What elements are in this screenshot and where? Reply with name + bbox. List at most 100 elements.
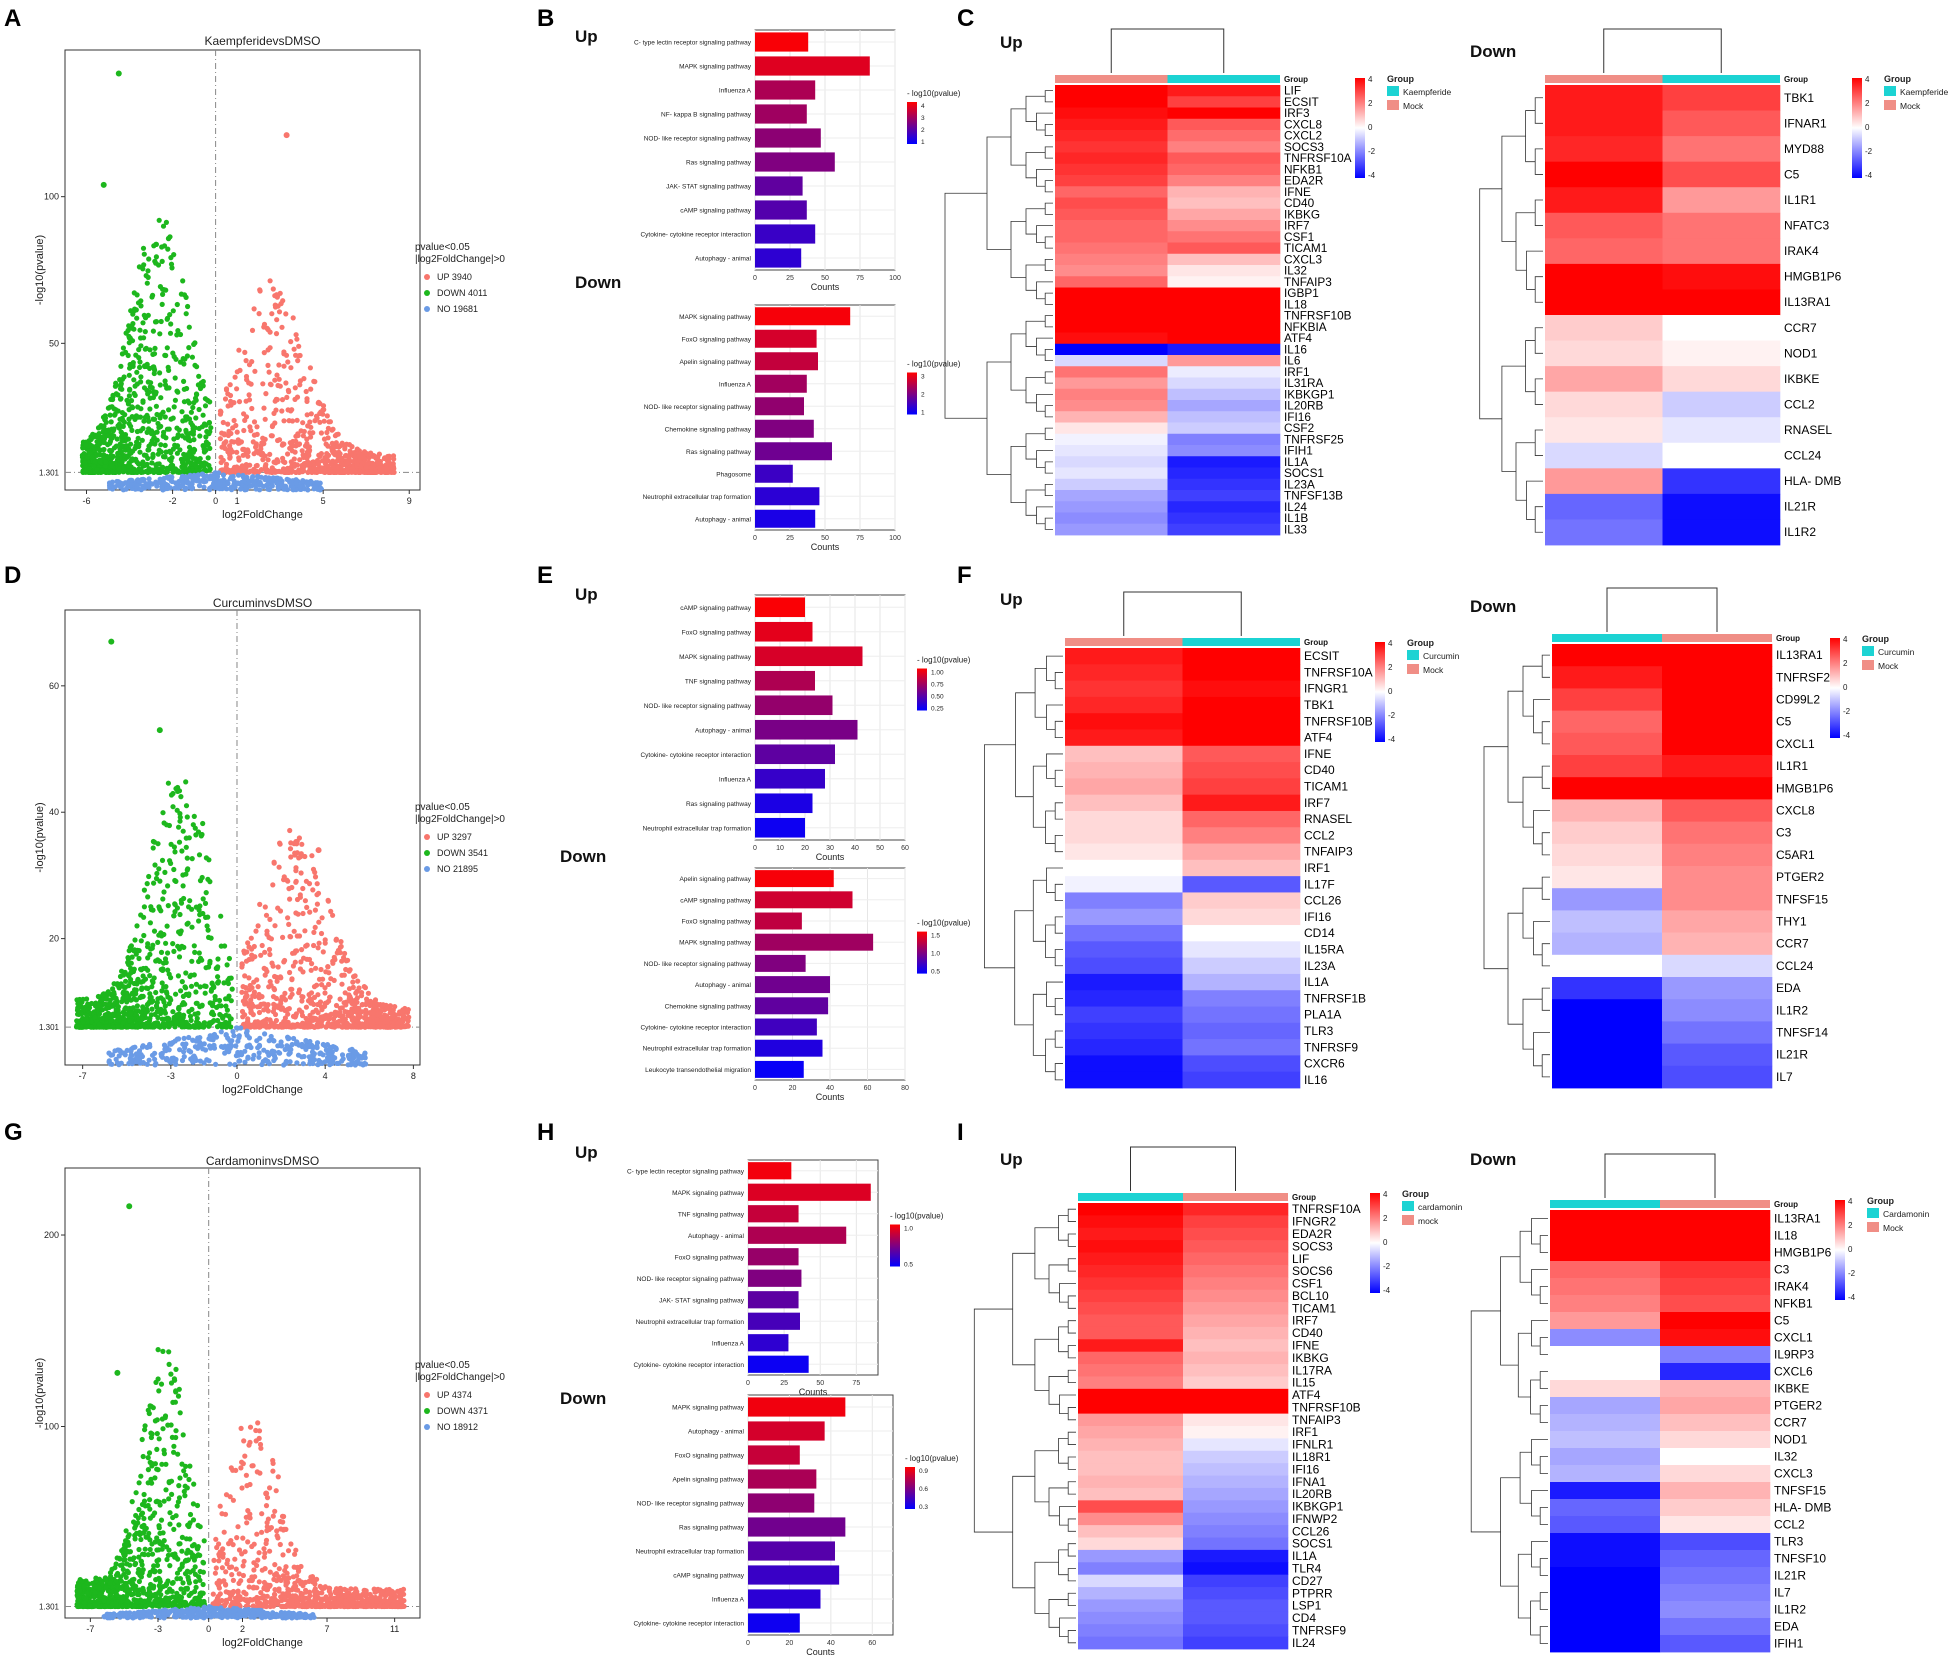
down-point	[131, 980, 137, 987]
down-point	[128, 965, 134, 972]
down-point	[173, 1366, 179, 1372]
up-point	[297, 352, 303, 359]
no-point	[237, 1058, 243, 1064]
down-point	[149, 438, 155, 444]
up-point	[225, 432, 231, 439]
up-point	[233, 422, 239, 429]
no-point	[241, 478, 247, 484]
no-point	[186, 1034, 192, 1041]
down-point	[165, 364, 171, 370]
down-point	[178, 900, 185, 906]
up-point	[330, 458, 336, 464]
down-point	[75, 1603, 81, 1609]
no-point	[146, 476, 152, 482]
down-point	[157, 331, 163, 337]
up-point	[311, 378, 317, 384]
up-point	[249, 327, 256, 333]
up-point	[333, 936, 339, 942]
down-point	[155, 939, 161, 946]
up-point	[294, 394, 301, 400]
up-point	[242, 464, 248, 470]
down-point	[215, 1017, 221, 1024]
down-point	[191, 943, 197, 949]
no-point	[320, 1041, 326, 1048]
down-point	[138, 467, 144, 473]
down-point	[157, 1530, 163, 1536]
down-point	[160, 291, 166, 297]
up-point	[311, 929, 317, 936]
down-point	[136, 1546, 142, 1553]
up-point	[288, 469, 295, 475]
no-point	[192, 1055, 198, 1061]
down-point	[140, 1016, 146, 1022]
down-point	[150, 328, 156, 334]
down-point	[188, 409, 194, 415]
down-point	[161, 1498, 167, 1504]
down-point	[134, 315, 140, 321]
no-point	[238, 486, 244, 492]
up-point	[327, 994, 333, 1000]
down-point	[179, 464, 185, 470]
up-point	[329, 427, 335, 433]
down-point	[109, 404, 115, 410]
down-point	[169, 265, 175, 271]
no-point	[152, 1056, 158, 1062]
down-point	[138, 1009, 144, 1015]
down-point	[209, 980, 215, 986]
scatter-points	[79, 70, 397, 493]
down-point	[183, 835, 189, 841]
up-point	[314, 982, 320, 988]
down-point	[184, 1568, 190, 1574]
no-point	[265, 1058, 271, 1064]
down-point	[150, 292, 156, 298]
down-point	[175, 1499, 181, 1505]
down-point	[148, 1403, 154, 1409]
down-point	[141, 385, 148, 391]
up-point	[251, 306, 257, 312]
down-point	[85, 454, 91, 460]
down-point	[111, 445, 118, 451]
down-point	[225, 980, 231, 987]
no-point	[197, 1058, 203, 1064]
up-point	[275, 292, 281, 298]
down-point	[104, 1024, 110, 1030]
down-point	[163, 1487, 169, 1493]
down-point	[203, 983, 209, 990]
down-point	[181, 944, 187, 951]
no-point	[242, 487, 248, 493]
down-point	[143, 462, 149, 468]
down-point	[131, 1576, 137, 1582]
up-point	[300, 433, 306, 439]
down-point	[115, 408, 121, 414]
down-point	[164, 315, 171, 321]
down-point	[130, 360, 136, 366]
down-point	[147, 406, 153, 412]
no-point	[118, 480, 124, 486]
no-point	[233, 1053, 239, 1059]
up-point	[261, 1007, 267, 1013]
down-point	[126, 340, 132, 346]
legend-label: UP 3940	[437, 272, 472, 282]
up-point	[369, 469, 375, 475]
down-point	[136, 1480, 142, 1486]
down-point	[170, 790, 176, 797]
no-point	[278, 1039, 284, 1045]
down-point	[103, 459, 109, 465]
down-point	[154, 1431, 160, 1437]
down-point	[185, 398, 191, 404]
down-point	[128, 308, 134, 314]
down-point	[139, 1436, 145, 1443]
up-point	[260, 435, 266, 441]
down-point	[148, 1601, 154, 1607]
up-point	[303, 943, 309, 949]
up-point	[245, 453, 251, 459]
up-point	[294, 838, 300, 844]
down-point	[181, 1012, 187, 1018]
up-point	[337, 996, 343, 1002]
down-point	[146, 256, 152, 262]
outlier-point	[108, 638, 115, 645]
down-point	[215, 980, 221, 986]
no-point	[182, 1045, 188, 1051]
down-point	[162, 1415, 168, 1421]
down-point	[151, 370, 157, 377]
